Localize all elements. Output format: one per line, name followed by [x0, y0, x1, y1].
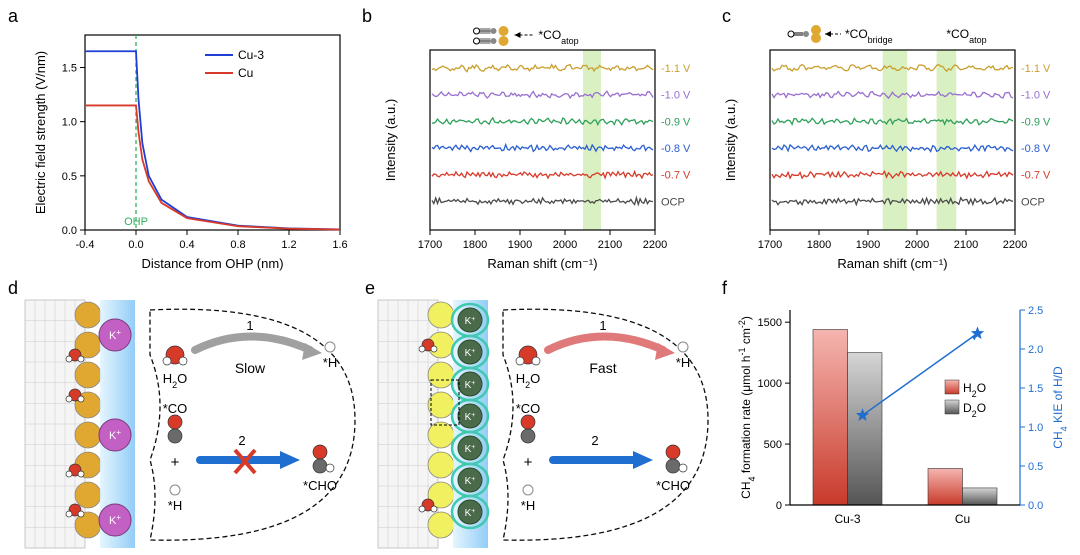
panel-f-label: f [722, 278, 727, 299]
svg-text:0.8: 0.8 [230, 239, 245, 251]
svg-text:OCP: OCP [1021, 196, 1045, 208]
svg-text:1900: 1900 [856, 239, 880, 251]
svg-text:-1.1 V: -1.1 V [1021, 63, 1051, 75]
svg-text:1800: 1800 [463, 239, 487, 251]
svg-text:0.0: 0.0 [1028, 500, 1043, 512]
panel-d-schematic: K+K+K+H2O1Slow*H*CO+*H2*CHO [20, 295, 360, 553]
panel-f-chart: Cu-3 Cu 0 500 1000 1500 0.0 0.5 1.0 1.5 2.0 2.5 H2O D… [735, 295, 1075, 553]
svg-text:*CHO: *CHO [303, 478, 337, 493]
panel-c-chart: 1700 1800 1900 2000 2100 2200 -1.1 V -1.0 V -0.9… [720, 20, 1070, 275]
svg-text:*H: *H [168, 498, 182, 513]
svg-text:1.5: 1.5 [62, 63, 77, 75]
svg-text:1800: 1800 [807, 239, 831, 251]
svg-text:1.0: 1.0 [62, 117, 77, 129]
svg-text:0.0: 0.0 [128, 239, 143, 251]
panel-b-chart: 1700 1800 1900 2000 2100 2200 -1.1 V -1.0 V -0.9… [380, 20, 710, 275]
svg-text:CH4 formation rate (μmol h-1 c: CH4 formation rate (μmol h-1 cm-2) [737, 316, 757, 499]
svg-text:-0.7 V: -0.7 V [1021, 170, 1051, 182]
svg-text:+: + [524, 454, 533, 471]
svg-text:H2O: H2O [963, 381, 986, 399]
svg-text:2200: 2200 [643, 239, 667, 251]
svg-text:Intensity (a.u.): Intensity (a.u.) [383, 99, 398, 181]
svg-text:0.5: 0.5 [1028, 461, 1043, 473]
svg-text:OHP: OHP [124, 216, 148, 228]
svg-text:1700: 1700 [758, 239, 782, 251]
svg-text:Electric field strength (V/nm): Electric field strength (V/nm) [33, 51, 48, 214]
svg-text:1.2: 1.2 [281, 239, 296, 251]
svg-text:Raman shift (cm⁻¹): Raman shift (cm⁻¹) [487, 256, 597, 271]
svg-text:Raman shift (cm⁻¹): Raman shift (cm⁻¹) [837, 256, 947, 271]
svg-text:+: + [171, 454, 180, 471]
svg-text:1700: 1700 [418, 239, 442, 251]
panel-a-label: a [8, 6, 18, 27]
svg-text:-0.7 V: -0.7 V [661, 170, 691, 182]
svg-text:1.6: 1.6 [332, 239, 347, 251]
svg-text:2: 2 [591, 433, 598, 448]
svg-text:*COatop: *COatop [946, 27, 986, 45]
svg-text:Cu: Cu [238, 66, 253, 80]
svg-text:2200: 2200 [1003, 239, 1027, 251]
svg-text:500: 500 [764, 439, 782, 451]
svg-text:1.5: 1.5 [1028, 383, 1043, 395]
svg-text:*COatop: *COatop [539, 28, 579, 46]
svg-text:2100: 2100 [954, 239, 978, 251]
svg-text:-0.4: -0.4 [76, 239, 95, 251]
svg-text:Slow: Slow [235, 360, 266, 376]
svg-text:2: 2 [238, 433, 245, 448]
svg-text:Fast: Fast [589, 360, 616, 376]
svg-text:0.4: 0.4 [179, 239, 194, 251]
svg-text:1: 1 [246, 318, 253, 333]
svg-text:2.0: 2.0 [1028, 344, 1043, 356]
svg-text:OCP: OCP [661, 196, 685, 208]
svg-text:-0.9 V: -0.9 V [661, 116, 691, 128]
svg-text:2100: 2100 [598, 239, 622, 251]
svg-text:0: 0 [776, 500, 782, 512]
svg-text:-1.0 V: -1.0 V [661, 90, 691, 102]
svg-text:2000: 2000 [553, 239, 577, 251]
panel-e-schematic: K+K+K+K+K+K+K+H2O1Fast*H*CO+*H2*CHO [373, 295, 713, 553]
svg-text:2000: 2000 [905, 239, 929, 251]
svg-text:D2O: D2O [963, 401, 986, 419]
svg-text:CH4 KIE of H/D: CH4 KIE of H/D [1051, 366, 1069, 449]
figure-container: a b c d e f -0.40.00.40.81.21.60.00.51.0… [0, 0, 1080, 555]
panel-d-label: d [8, 278, 18, 299]
svg-text:-0.9 V: -0.9 V [1021, 116, 1051, 128]
svg-text:*H: *H [676, 355, 690, 370]
svg-text:-1.1 V: -1.1 V [661, 63, 691, 75]
panel-b-label: b [362, 6, 372, 27]
svg-text:Intensity (a.u.): Intensity (a.u.) [723, 99, 738, 181]
svg-text:1900: 1900 [508, 239, 532, 251]
svg-text:Cu-3: Cu-3 [238, 48, 264, 62]
svg-text:1: 1 [599, 318, 606, 333]
svg-text:1.0: 1.0 [1028, 422, 1043, 434]
svg-text:Cu-3: Cu-3 [834, 512, 860, 526]
svg-text:-1.0 V: -1.0 V [1021, 90, 1051, 102]
svg-text:1000: 1000 [758, 378, 782, 390]
svg-text:*CO: *CO [516, 401, 541, 416]
svg-text:2.5: 2.5 [1028, 305, 1043, 317]
svg-text:*H: *H [323, 355, 337, 370]
panel-a-chart: -0.4 0.0 0.4 0.8 1.2 1.6 0.0 0.5 1.0 1.5 OHP Cu-3 Cu… [30, 20, 350, 275]
svg-text:0.5: 0.5 [62, 171, 77, 183]
svg-text:-0.8 V: -0.8 V [661, 143, 691, 155]
svg-text:*H: *H [521, 498, 535, 513]
svg-text:*CO: *CO [163, 401, 188, 416]
svg-text:Distance from OHP (nm): Distance from OHP (nm) [141, 256, 283, 271]
svg-text:Cu: Cu [955, 512, 970, 526]
svg-text:0.0: 0.0 [62, 225, 77, 237]
svg-text:1500: 1500 [758, 317, 782, 329]
svg-text:-0.8 V: -0.8 V [1021, 143, 1051, 155]
svg-text:*CObridge: *CObridge [845, 27, 893, 45]
svg-text:*CHO: *CHO [656, 478, 690, 493]
